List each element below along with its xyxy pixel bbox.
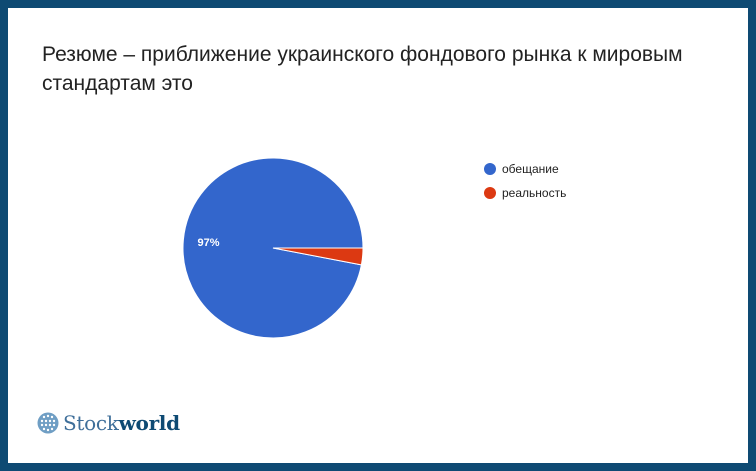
pie-data-label: 97% (197, 237, 219, 249)
legend-swatch (484, 163, 496, 175)
legend-label: обещание (502, 162, 559, 176)
legend-item-1: обещание (484, 157, 566, 181)
pie-chart: 97% (182, 157, 364, 339)
stockworld-logo: Stockworld (36, 411, 180, 435)
legend-label: реальность (502, 186, 567, 200)
chart-legend: обещание реальность (484, 157, 566, 205)
chart-frame: Резюме – приближение украинского фондово… (8, 8, 748, 463)
globe-icon (37, 412, 59, 434)
legend-item-2: реальность (484, 181, 566, 205)
legend-swatch (484, 187, 496, 199)
chart-title: Резюме – приближение украинского фондово… (42, 43, 683, 95)
logo-text-world: world (118, 411, 180, 435)
logo-text-stock: Stock (63, 411, 119, 435)
pie-slice-2 (272, 247, 364, 266)
